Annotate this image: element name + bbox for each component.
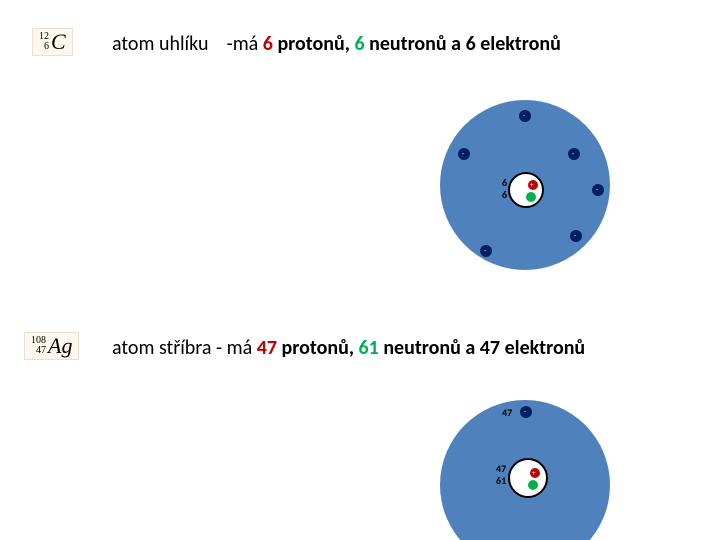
silver-nucleus: +	[508, 458, 548, 498]
carbon-electrons-word: elektronů	[476, 32, 561, 56]
electron-icon: -	[592, 184, 604, 196]
electron-icon: -	[458, 148, 470, 160]
carbon-atomic-number: 6	[39, 42, 49, 52]
proton-icon: +	[530, 468, 540, 478]
silver-electrons-n: 47	[480, 336, 500, 360]
silver-symbol: Ag	[48, 335, 72, 357]
carbon-nucleus-proton-count: 6	[502, 178, 507, 188]
electron-icon: -	[568, 148, 580, 160]
silver-neutrons-n: 61	[359, 336, 379, 360]
carbon-desc-prefix: -má	[227, 32, 263, 56]
carbon-nucleus: +	[508, 172, 544, 208]
carbon-protons-word: protonů,	[273, 32, 355, 56]
silver-protons-word: protonů,	[277, 336, 359, 360]
silver-protons-n: 47	[257, 336, 277, 360]
page-root: 12 6 C atom uhlíku -má 6 protonů, 6 neut…	[0, 0, 720, 540]
carbon-neutrons-word: neutronů a	[365, 32, 466, 56]
silver-notation: 108 47 Ag	[24, 332, 79, 360]
silver-text-line: atom stříbra - má 47 protonů, 61 neutron…	[112, 336, 585, 360]
electron-icon: -	[519, 110, 531, 122]
silver-cloud-electron-count: 47	[502, 408, 512, 418]
silver-atom-diagram: 47 - + 47 61	[440, 400, 610, 540]
electron-icon: -	[520, 406, 532, 418]
silver-electrons-word: elektronů	[500, 336, 585, 360]
silver-label: atom stříbra	[112, 336, 211, 360]
carbon-electrons-n: 6	[466, 32, 476, 56]
neutron-icon	[528, 480, 538, 490]
silver-atomic-number: 47	[31, 346, 46, 356]
carbon-neutrons-n: 6	[354, 32, 364, 56]
electron-icon: -	[480, 245, 492, 257]
silver-desc-prefix: - má	[216, 336, 257, 360]
carbon-atom-diagram: - - - - - - + 6 6	[440, 100, 610, 270]
silver-nucleus-proton-count: 47	[496, 464, 506, 474]
proton-icon: +	[528, 180, 538, 190]
carbon-nucleus-neutron-count: 6	[502, 190, 507, 200]
electron-icon: -	[570, 230, 582, 242]
carbon-notation: 12 6 C	[32, 28, 73, 56]
carbon-text-line: atom uhlíku -má 6 protonů, 6 neutronů a …	[112, 32, 561, 56]
silver-neutrons-word: neutronů a	[379, 336, 480, 360]
carbon-label: atom uhlíku	[112, 32, 208, 56]
neutron-icon	[526, 192, 536, 202]
carbon-symbol: C	[51, 31, 66, 53]
carbon-protons-n: 6	[263, 32, 273, 56]
silver-nucleus-neutron-count: 61	[496, 476, 506, 486]
